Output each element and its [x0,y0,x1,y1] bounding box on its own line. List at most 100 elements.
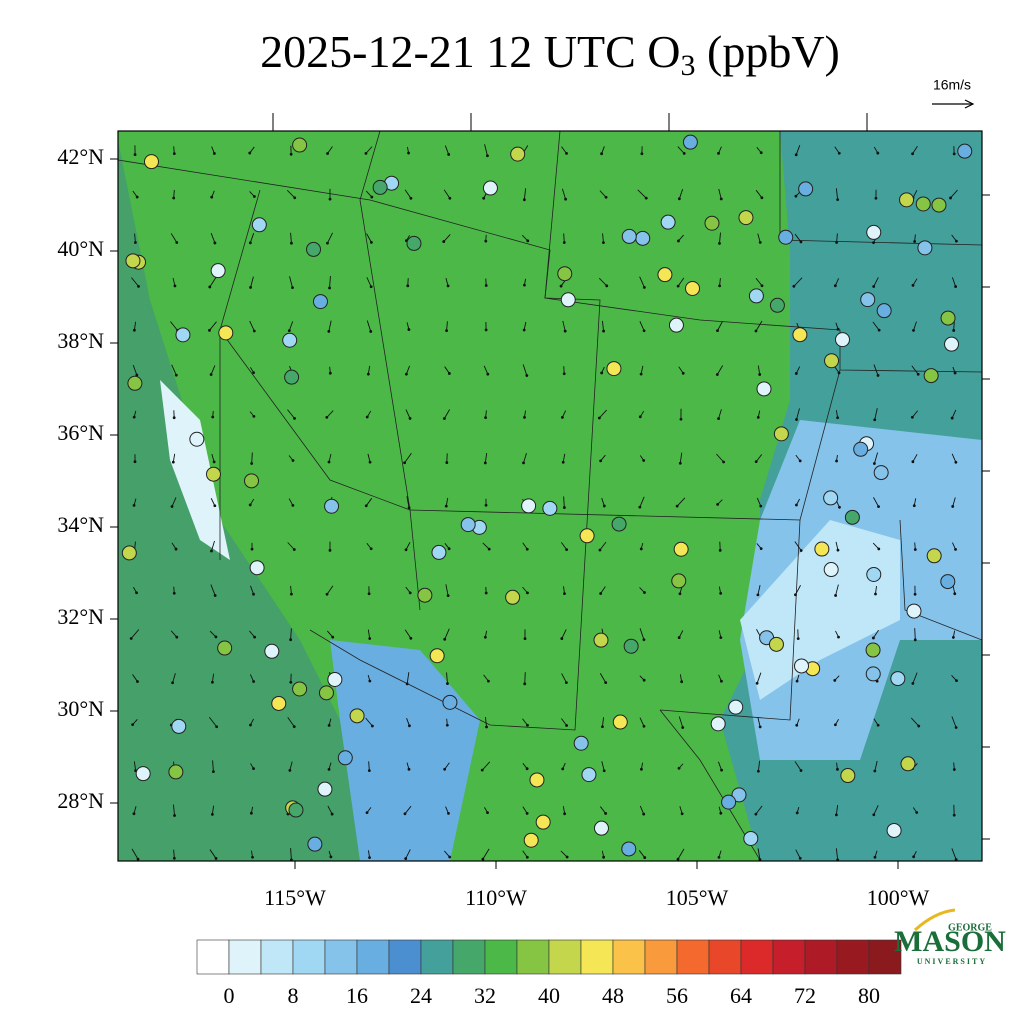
station [941,311,955,325]
wind-vector-head [211,813,214,816]
station [285,370,299,384]
station [711,717,725,731]
wind-vector-head [484,416,487,419]
wind-vector-head [761,284,764,287]
wind-vector-head [173,857,176,860]
station [169,765,183,779]
wind-vector-head [249,241,252,244]
wind-vector-head [799,460,802,463]
station [308,837,322,851]
wind-vector-head [759,241,762,244]
wind-vector-head [292,459,295,462]
wind-vector-head [794,593,797,596]
wind-vector-head [212,770,215,773]
wind-vector-head [133,812,136,815]
station [313,295,327,309]
wind-vector-head [954,461,957,464]
title: 2025-12-21 12 UTC O3 (ppbV) [260,26,840,82]
wind-vector-head [486,811,489,814]
wind-vector-head [796,680,799,683]
wind-vector-head [368,592,371,595]
wind-vector-head [328,287,331,290]
wind-vector-head [565,724,568,727]
wind-vector-head [640,373,643,376]
wind-vector-head [639,415,642,418]
wind-vector-head [525,374,528,377]
station [841,769,855,783]
wind-vector-head [605,284,608,287]
wind-vector-head [716,329,719,332]
wind-vector-head [914,593,917,596]
wind-vector-head [716,503,719,506]
wind-vector-head [834,723,837,726]
wind-vector-head [955,679,958,682]
wind-vector-head [754,813,757,816]
station [172,719,186,733]
station [958,144,972,158]
wind-vector-head [210,373,213,376]
wind-key-label: 16m/s [933,77,971,93]
wind-vector-head [288,769,291,772]
wind-vector-head [642,459,645,462]
wind-vector-head [408,768,411,771]
wind-vector-head [562,461,565,464]
lat-label: 34°N [57,512,104,537]
wind-vector-head [953,152,956,155]
station [845,510,859,524]
station [861,293,875,307]
wind-vector-head [173,592,176,595]
wind-vector-head [367,373,370,376]
wind-vector-head [486,373,489,376]
wind-vector-head [208,286,211,289]
wind-vector-head [171,505,174,508]
wind-vector-head [251,856,254,859]
wind-vector-head [838,371,841,374]
wind-vector-head [565,152,568,155]
station [867,567,881,581]
wind-vector-head [795,418,798,421]
wind-vector-head [331,636,334,639]
wind-vector-head [835,241,838,244]
wind-vector-head [172,197,175,200]
wind-vector-head [329,549,332,552]
wind-vector-head [833,679,836,682]
wind-vector-head [759,725,762,728]
station [877,304,891,318]
wind-vector-head [563,506,566,509]
station [927,549,941,563]
wind-vector-head [214,635,217,638]
colorbar-label: 48 [602,983,624,1008]
station [522,499,536,513]
station [350,709,364,723]
wind-vector-head [487,680,490,683]
station [511,147,525,161]
colorbar-swatch [357,940,389,974]
wind-vector-head [643,856,646,859]
wind-vector-head [836,416,839,419]
wind-vector-head [523,198,526,201]
wind-vector-head [681,726,684,729]
colorbar-label: 64 [730,983,752,1008]
wind-vector-head [526,767,529,770]
station [729,700,743,714]
wind-vector-head [409,417,412,420]
wind-vector-head [640,548,643,551]
wind-vector-head [136,680,139,683]
colorbar-swatch [645,940,677,974]
wind-vector-head [718,242,721,245]
wind-vector-head [560,637,563,640]
wind-vector-head [408,724,411,727]
colorbar-swatch [485,940,517,974]
wind-vector-head [912,329,915,332]
wind-vector-head [872,637,875,640]
wind-vector-head [757,416,760,419]
wind-vector-head [719,549,722,552]
wind-vector-head [759,505,762,508]
station [543,501,557,515]
station [932,198,946,212]
wind-vector-head [135,591,138,594]
wind-vector-head [917,725,920,728]
colorbar-swatch [709,940,741,974]
wind-vector-head [447,594,450,597]
wind-vector-head [523,329,526,332]
